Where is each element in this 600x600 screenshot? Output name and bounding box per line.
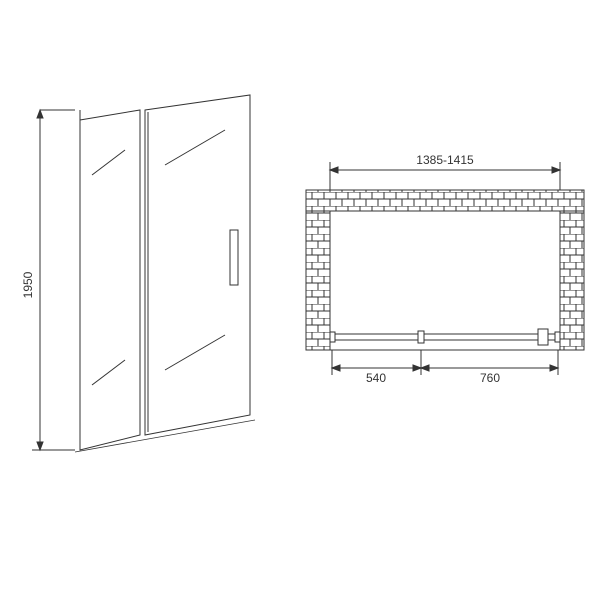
elevation-view: 1950 — [20, 80, 290, 500]
technical-drawing: 1950 — [0, 0, 600, 600]
total-width-label: 1385-1415 — [416, 153, 474, 167]
plan-view: 1385-1415 540 760 — [300, 150, 590, 410]
panel2-dim-label: 760 — [480, 371, 500, 385]
panel1-dim-label: 540 — [366, 371, 386, 385]
height-dim-label: 1950 — [21, 271, 35, 298]
